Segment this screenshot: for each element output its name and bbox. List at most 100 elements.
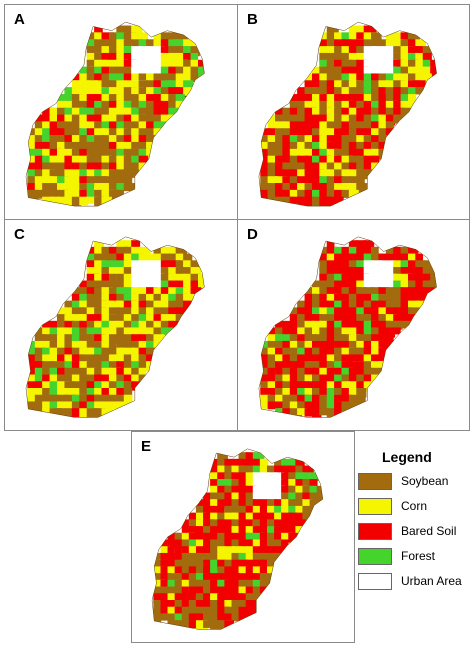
land-parcel	[64, 361, 77, 370]
land-parcel	[297, 107, 310, 119]
land-parcel	[116, 273, 125, 285]
land-parcel	[348, 80, 362, 88]
land-parcel	[289, 169, 302, 180]
land-parcel	[131, 240, 141, 252]
land-parcel	[203, 492, 212, 502]
land-parcel	[101, 121, 111, 130]
land-parcel	[289, 100, 299, 110]
land-parcel	[210, 512, 218, 524]
land-parcel	[245, 458, 257, 468]
land-parcel	[288, 532, 300, 543]
land-parcel	[326, 293, 339, 305]
land-parcel	[86, 59, 95, 67]
land-parcel	[311, 141, 325, 153]
land-parcel	[146, 94, 157, 106]
land-parcel	[378, 307, 387, 317]
land-parcel	[116, 307, 128, 315]
land-parcel	[393, 87, 402, 98]
panel-label-d: D	[247, 226, 258, 243]
land-parcel	[415, 287, 425, 296]
land-parcel	[27, 169, 36, 177]
land-parcel	[274, 479, 284, 490]
land-parcel	[252, 465, 266, 475]
land-parcel	[326, 73, 336, 81]
land-parcel	[203, 512, 212, 520]
land-parcel	[123, 183, 136, 192]
land-parcel	[334, 408, 342, 416]
land-parcel	[282, 401, 293, 412]
land-parcel	[203, 546, 212, 555]
land-parcel	[348, 361, 359, 371]
land-parcel	[224, 532, 234, 543]
land-parcel	[371, 293, 379, 302]
land-parcel	[160, 260, 170, 270]
land-parcel	[217, 620, 227, 630]
panel-label-a: A	[14, 11, 25, 28]
land-parcel	[356, 267, 368, 275]
land-parcel	[385, 253, 397, 262]
land-parcel	[311, 128, 321, 138]
land-parcel	[385, 107, 399, 117]
land-parcel	[245, 566, 257, 576]
land-parcel	[289, 401, 301, 410]
land-parcel	[326, 196, 338, 207]
land-parcel	[245, 505, 257, 514]
land-parcel	[422, 260, 436, 272]
land-parcel	[341, 260, 351, 268]
land-parcel	[42, 162, 52, 171]
land-parcel	[79, 135, 90, 147]
land-parcel	[304, 100, 313, 111]
land-parcel	[289, 155, 301, 166]
land-parcel	[71, 394, 85, 405]
land-parcel	[363, 32, 377, 41]
land-parcel	[123, 46, 133, 56]
land-parcel	[94, 240, 105, 251]
land-parcel	[210, 593, 220, 603]
land-parcel	[195, 559, 204, 571]
land-parcel	[108, 334, 118, 344]
land-parcel	[188, 539, 199, 548]
land-parcel	[79, 94, 89, 102]
land-parcel	[415, 59, 424, 68]
land-parcel	[138, 52, 149, 63]
land-parcel	[217, 566, 230, 575]
land-parcel	[334, 287, 347, 294]
land-parcel	[94, 32, 106, 40]
land-parcel	[304, 287, 315, 296]
land-parcel	[131, 367, 141, 378]
land-parcel	[334, 361, 347, 370]
land-parcel	[116, 32, 127, 43]
land-parcel	[326, 59, 339, 70]
land-parcel	[71, 327, 81, 337]
land-parcel	[123, 80, 132, 92]
land-parcel	[267, 135, 278, 147]
land-parcel	[153, 121, 167, 133]
land-parcel	[297, 141, 310, 153]
land-use-map-c	[25, 236, 205, 418]
land-parcel	[146, 293, 158, 303]
panel-label-e: E	[141, 438, 152, 455]
land-parcel	[266, 472, 278, 484]
land-parcel	[160, 66, 172, 76]
land-parcel	[363, 327, 376, 336]
land-parcel	[146, 260, 157, 269]
land-parcel	[319, 189, 328, 201]
legend-item-urban-area: Urban Area	[358, 573, 474, 591]
land-parcel	[188, 526, 198, 537]
land-parcel	[131, 135, 141, 146]
land-parcel	[282, 347, 290, 360]
land-parcel	[259, 573, 268, 581]
land-parcel	[101, 334, 115, 344]
land-parcel	[217, 458, 226, 468]
land-parcel	[341, 148, 350, 159]
land-parcel	[160, 606, 171, 615]
land-parcel	[267, 169, 277, 178]
land-parcel	[356, 334, 365, 346]
land-parcel	[71, 388, 82, 399]
land-parcel	[363, 128, 373, 138]
land-parcel	[79, 280, 93, 289]
land-parcel	[175, 273, 185, 283]
land-parcel	[116, 280, 127, 292]
land-parcel	[138, 121, 150, 131]
land-parcel	[217, 546, 227, 557]
